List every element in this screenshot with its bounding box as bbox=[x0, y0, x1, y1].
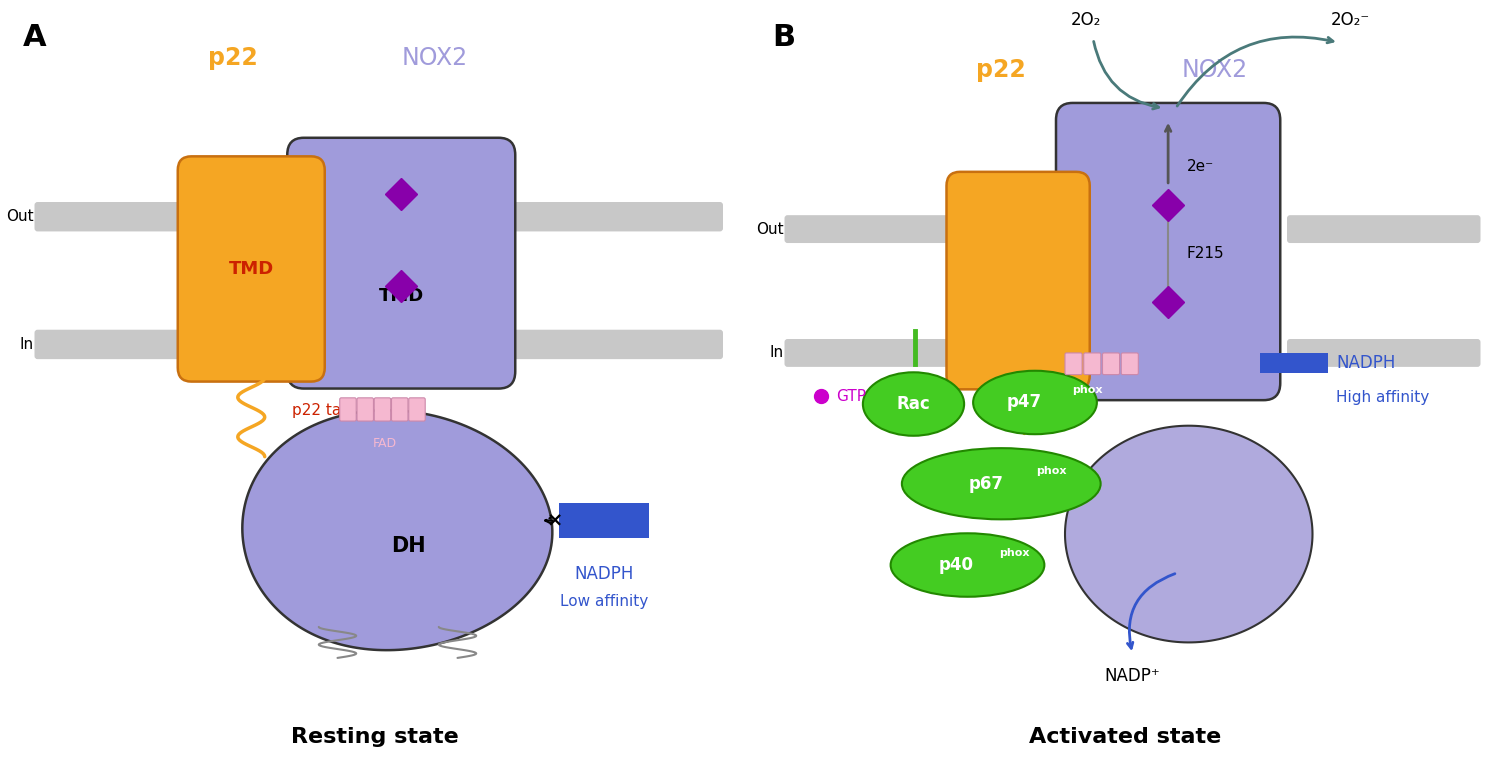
Text: B: B bbox=[772, 23, 795, 52]
Text: FAD: FAD bbox=[372, 437, 396, 450]
FancyBboxPatch shape bbox=[34, 330, 206, 359]
Text: p22: p22 bbox=[207, 46, 258, 70]
FancyBboxPatch shape bbox=[470, 202, 723, 231]
Text: Low affinity: Low affinity bbox=[560, 594, 648, 608]
FancyBboxPatch shape bbox=[1083, 353, 1101, 375]
Text: TMD: TMD bbox=[228, 260, 274, 278]
Text: NOX2: NOX2 bbox=[402, 46, 468, 70]
FancyBboxPatch shape bbox=[1120, 353, 1138, 375]
FancyBboxPatch shape bbox=[392, 398, 408, 421]
Text: F215: F215 bbox=[1186, 246, 1224, 262]
Text: NADP⁺: NADP⁺ bbox=[1104, 667, 1161, 685]
FancyBboxPatch shape bbox=[784, 215, 978, 243]
Text: NOX2: NOX2 bbox=[1182, 57, 1248, 82]
Polygon shape bbox=[1065, 426, 1312, 642]
Text: GTP: GTP bbox=[837, 389, 867, 404]
Text: 2O₂⁻: 2O₂⁻ bbox=[1330, 12, 1370, 29]
FancyBboxPatch shape bbox=[339, 398, 356, 421]
Ellipse shape bbox=[974, 371, 1096, 434]
FancyBboxPatch shape bbox=[1056, 103, 1280, 400]
Ellipse shape bbox=[862, 372, 964, 436]
Text: NADPH: NADPH bbox=[1336, 354, 1396, 372]
FancyBboxPatch shape bbox=[177, 156, 324, 382]
Text: ×: × bbox=[548, 511, 562, 530]
Text: phox: phox bbox=[1036, 466, 1066, 476]
Text: p40: p40 bbox=[939, 556, 974, 574]
Text: Out: Out bbox=[756, 221, 783, 237]
Text: DH: DH bbox=[392, 536, 426, 556]
Text: phox: phox bbox=[1072, 385, 1102, 396]
FancyBboxPatch shape bbox=[784, 339, 978, 367]
Text: p22: p22 bbox=[976, 57, 1026, 82]
FancyBboxPatch shape bbox=[357, 398, 374, 421]
Ellipse shape bbox=[891, 533, 1044, 597]
Text: A: A bbox=[22, 23, 46, 52]
FancyBboxPatch shape bbox=[408, 398, 424, 421]
Text: In: In bbox=[20, 337, 33, 352]
Text: Rac: Rac bbox=[897, 395, 930, 413]
Text: p47: p47 bbox=[1007, 393, 1041, 412]
FancyBboxPatch shape bbox=[1287, 339, 1480, 367]
Text: In: In bbox=[770, 345, 783, 361]
FancyBboxPatch shape bbox=[1065, 353, 1082, 375]
FancyBboxPatch shape bbox=[946, 172, 1089, 389]
Text: p67: p67 bbox=[969, 474, 1004, 493]
FancyBboxPatch shape bbox=[1102, 353, 1119, 375]
Text: p22 tail: p22 tail bbox=[292, 402, 350, 418]
FancyBboxPatch shape bbox=[470, 330, 723, 359]
FancyBboxPatch shape bbox=[1260, 353, 1328, 373]
FancyBboxPatch shape bbox=[558, 503, 648, 538]
Text: phox: phox bbox=[999, 548, 1029, 558]
Ellipse shape bbox=[902, 448, 1101, 519]
FancyBboxPatch shape bbox=[288, 138, 514, 389]
Text: 2O₂: 2O₂ bbox=[1071, 12, 1101, 29]
FancyBboxPatch shape bbox=[375, 398, 390, 421]
Text: Resting state: Resting state bbox=[291, 727, 459, 747]
Text: NADPH: NADPH bbox=[574, 565, 633, 583]
Text: Out: Out bbox=[6, 209, 33, 224]
Text: High affinity: High affinity bbox=[1336, 390, 1430, 405]
Text: TMD: TMD bbox=[378, 286, 424, 305]
Text: Activated state: Activated state bbox=[1029, 727, 1221, 747]
FancyBboxPatch shape bbox=[34, 202, 206, 231]
Polygon shape bbox=[243, 410, 552, 650]
Text: 2e⁻: 2e⁻ bbox=[1186, 159, 1214, 174]
FancyBboxPatch shape bbox=[1287, 215, 1480, 243]
